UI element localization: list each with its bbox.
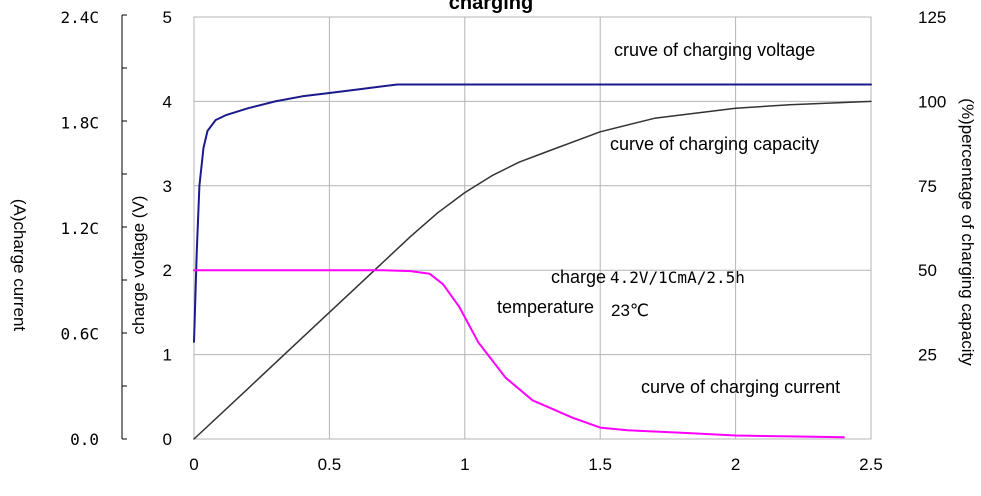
chart-title: charging — [449, 0, 533, 14]
current-tick-label: 2.4C — [60, 8, 99, 27]
temperature-annotation-value: 23℃ — [611, 301, 649, 320]
voltage-tick-label: 2 — [163, 261, 172, 280]
current-tick-label: 0.0 — [70, 430, 99, 449]
capacity-tick-label: 125 — [918, 8, 946, 27]
voltage-tick-label: 0 — [163, 430, 172, 449]
voltage-tick-label: 3 — [163, 177, 172, 196]
capacity-tick-label: 50 — [918, 261, 937, 280]
capacity-tick-label: 100 — [918, 92, 946, 111]
x-tick-label: 0.5 — [318, 455, 342, 474]
voltage-series-line — [193, 83, 872, 343]
current-curve-annotation: curve of charging current — [641, 377, 840, 397]
capacity-tick-label: 75 — [918, 177, 937, 196]
voltage-tick-label: 4 — [163, 92, 172, 111]
capacity-tick-label: 25 — [918, 346, 937, 365]
voltage-axis-label: charge voltage (V) — [129, 196, 148, 335]
x-tick-label: 2 — [731, 455, 740, 474]
voltage-curve-annotation: cruve of charging voltage — [614, 40, 815, 60]
current-tick-label: 1.8C — [60, 114, 99, 133]
capacity-curve-annotation: curve of charging capacity — [610, 134, 819, 154]
x-tick-label: 1.5 — [588, 455, 612, 474]
current-series-line — [193, 269, 845, 439]
current-axis-label: (A)charge current — [10, 199, 29, 332]
temperature-annotation-label: temperature — [497, 297, 594, 317]
axis-layer: 0 0.5 1 1.5 2 2.5 0 1 2 3 4 5 0.0 0.6C 1.2C 1.8C 2.4C 25 5… — [60, 8, 946, 474]
current-tick-label: 1.2C — [60, 219, 99, 238]
x-tick-label: 1 — [460, 455, 469, 474]
x-tick-label: 2.5 — [859, 455, 883, 474]
capacity-axis-label: (%)percentage of charging capacity — [958, 98, 977, 366]
series-layer — [193, 83, 872, 440]
charge-annotation-label: charge — [551, 267, 606, 287]
plot-frame — [193, 16, 872, 440]
x-tick-label: 0 — [189, 455, 198, 474]
voltage-tick-label: 1 — [163, 346, 172, 365]
current-tick-label: 0.6C — [60, 325, 99, 344]
voltage-tick-label: 5 — [163, 8, 172, 27]
capacity-series-line — [193, 100, 872, 440]
charge-spec-annotation: 4.2V/1CmA/2.5h — [610, 268, 745, 287]
grid-layer — [193, 16, 872, 440]
